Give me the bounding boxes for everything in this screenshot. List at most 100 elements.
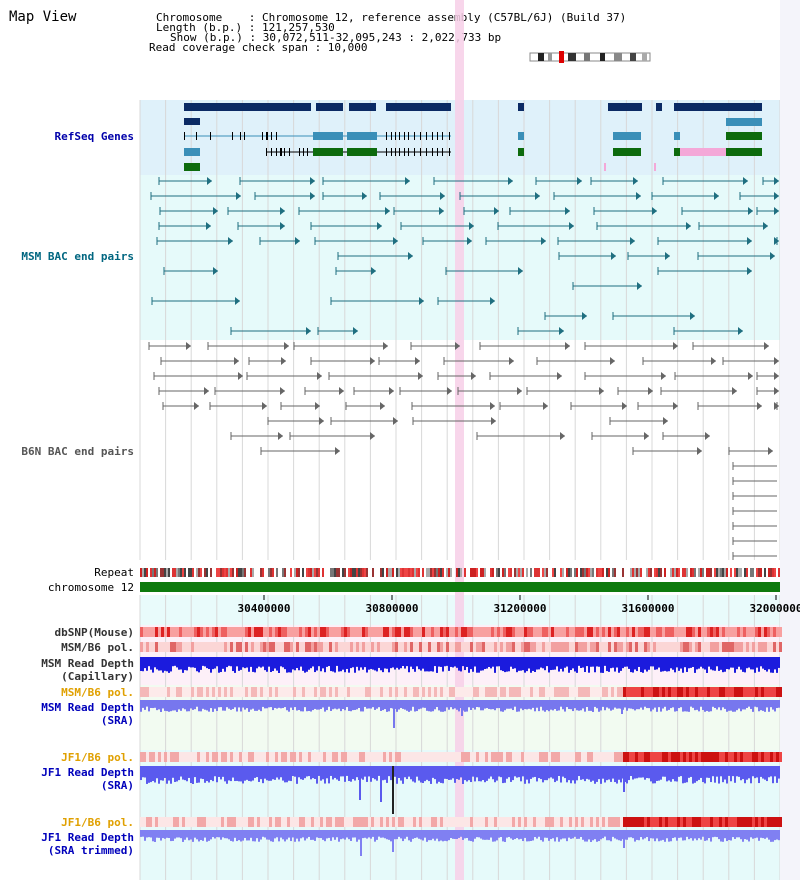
jf1-b6-pol2-heat xyxy=(278,817,281,827)
msm-depth-capillary-bar xyxy=(736,657,738,670)
msm-b6-pol2-heat xyxy=(425,687,428,697)
msm-b6-pol-heat xyxy=(578,642,581,652)
repeat-element xyxy=(344,568,346,577)
msm-depth-capillary-bar xyxy=(452,657,454,668)
refseq-exon-black xyxy=(395,148,396,156)
msm-depth-sra-bar xyxy=(610,700,612,711)
msm-depth-sra-bar xyxy=(410,700,412,711)
msm-depth-capillary-bar xyxy=(720,657,722,670)
msm-b6-pol-heat xyxy=(332,642,335,652)
refseq-exon-black xyxy=(386,148,387,156)
msm-depth-capillary-bar xyxy=(584,657,586,673)
repeat-element xyxy=(322,568,324,577)
msm-depth-capillary-bar xyxy=(306,657,308,672)
msm-depth-capillary-bar xyxy=(140,657,142,671)
msm-depth-sra-bar xyxy=(288,700,290,712)
jf1-b6-pol2-heat xyxy=(380,817,383,827)
jf1-b6-pol-heat xyxy=(260,752,263,762)
jf1-depth-trimmed-bar xyxy=(778,830,780,841)
msm-b6-pol-heat xyxy=(293,642,296,652)
dbsnp-heat xyxy=(722,627,725,637)
b6n-bac-end xyxy=(238,372,243,380)
jf1-depth-trimmed-bar xyxy=(652,830,654,839)
jf1-depth-sra-bar xyxy=(778,766,780,779)
jf1-depth-trimmed-bar xyxy=(518,830,520,840)
repeat-element xyxy=(588,568,590,577)
dbsnp-heat xyxy=(590,627,593,637)
msm-depth-sra-bar xyxy=(650,700,652,712)
jf1-depth-sra-bar xyxy=(546,766,548,781)
repeat-element xyxy=(708,568,710,577)
jf1-b6-pol2-heat xyxy=(626,817,629,827)
jf1-b6-pol-heat xyxy=(557,752,560,762)
msm-depth-capillary-bar xyxy=(190,657,192,668)
track-label-chromosome[interactable]: chromosome 12 xyxy=(47,581,134,594)
msm-depth-sra-bar xyxy=(676,700,678,712)
msm-depth-capillary-bar xyxy=(536,657,538,670)
msm-b6-pol-heat xyxy=(251,642,254,652)
jf1-b6-pol2-heat xyxy=(698,817,701,827)
msm-depth-sra-bar xyxy=(240,700,242,712)
track-label-msm-depth-sra[interactable]: MSM Read Depth xyxy=(41,701,134,714)
msm-b6-pol-heat xyxy=(269,642,272,652)
jf1-depth-sra-bar xyxy=(206,766,208,782)
b6n-bac-end xyxy=(711,357,716,365)
jf1-depth-sra-bar xyxy=(346,766,348,776)
msm-b6-pol-heat xyxy=(680,642,683,652)
jf1-b6-pol-heat xyxy=(248,752,251,762)
msm-depth-capillary-bar xyxy=(748,657,750,668)
msm-b6-pol-heat xyxy=(488,642,491,652)
msm-depth-sra-bar xyxy=(674,700,676,712)
track-label-msm-bac-end-pairs[interactable]: MSM BAC end pairs xyxy=(21,250,134,263)
repeat-element xyxy=(232,568,234,577)
repeat-element xyxy=(178,568,180,577)
msm-depth-capillary-bar xyxy=(270,657,272,673)
msm-b6-pol-heat xyxy=(491,642,494,652)
jf1-depth-trimmed-bar xyxy=(466,830,468,838)
track-label-refseq-genes[interactable]: RefSeq Genes xyxy=(54,130,134,143)
jf1-b6-pol2-heat xyxy=(413,817,416,827)
msm-b6-pol-heat xyxy=(560,642,563,652)
jf1-b6-pol-heat xyxy=(425,752,428,762)
track-label-b6n-bac-end-pairs[interactable]: B6N BAC end pairs xyxy=(21,445,134,458)
b6n-bac-end xyxy=(768,447,773,455)
track-label-jf1-depth-sra[interactable]: JF1 Read Depth xyxy=(41,766,134,779)
msm-b6-pol2-heat xyxy=(692,687,695,697)
jf1-depth-trimmed-bar xyxy=(618,830,620,841)
jf1-depth-trimmed-bar xyxy=(606,830,608,841)
dbsnp-heat xyxy=(695,627,698,637)
track-label-msm-depth-capillary[interactable]: MSM Read Depth xyxy=(41,657,134,670)
msm-depth-sra-bar xyxy=(314,700,316,709)
jf1-depth-trimmed-bar xyxy=(662,830,664,840)
track-label-jf1-b6-pol-1[interactable]: JF1/B6 pol. xyxy=(61,751,134,764)
msm-depth-capillary-bar xyxy=(286,657,288,673)
msm-depth-capillary-bar xyxy=(486,657,488,669)
msm-depth-capillary-bar xyxy=(600,657,602,673)
jf1-depth-sra-bar xyxy=(334,766,336,778)
msm-b6-pol2-heat xyxy=(530,687,533,697)
track-label-msm-b6-pol-2[interactable]: MSM/B6 pol. xyxy=(61,686,134,699)
msm-depth-capillary-bar xyxy=(754,657,756,673)
jf1-depth-trimmed-bar xyxy=(408,830,410,841)
repeat-element xyxy=(150,568,152,577)
msm-depth-capillary-bar xyxy=(384,657,386,669)
track-label-jf1-depth-trimmed[interactable]: JF1 Read Depth xyxy=(41,831,134,844)
jf1-depth-sra-bar xyxy=(446,766,448,779)
jf1-b6-pol2-heat xyxy=(152,817,155,827)
jf1-depth-sra-bar xyxy=(322,766,324,780)
msm-bac-end xyxy=(508,177,513,185)
track-label-repeat[interactable]: Repeat xyxy=(94,566,134,579)
msm-depth-capillary-bar xyxy=(198,657,200,673)
b6n-bac-end xyxy=(418,372,423,380)
msm-bac-end xyxy=(652,207,657,215)
track-label-jf1-b6-pol-2[interactable]: JF1/B6 pol. xyxy=(61,816,134,829)
jf1-depth-trimmed-bar xyxy=(222,830,224,838)
jf1-b6-pol2-heat xyxy=(464,817,467,827)
msm-depth-capillary-bar xyxy=(762,657,764,669)
track-label-dbsnp[interactable]: dbSNP(Mouse) xyxy=(54,626,134,639)
refseq-exon-black xyxy=(289,148,290,156)
track-label-msm-b6-pol-1[interactable]: MSM/B6 pol. xyxy=(61,641,134,654)
repeat-element xyxy=(612,568,614,577)
jf1-depth-trimmed-bar xyxy=(698,830,700,839)
